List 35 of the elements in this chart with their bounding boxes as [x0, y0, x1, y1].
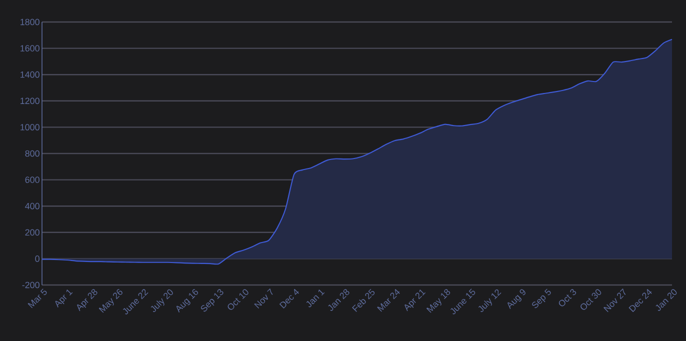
x-tick-label: July 20 [150, 289, 173, 312]
y-tick-label: 1600 [20, 45, 40, 52]
x-tick-label: July 12 [478, 289, 502, 312]
x-tick-label: Oct 30 [580, 289, 602, 310]
y-tick-label: 1000 [20, 124, 40, 130]
x-tick-label: Mar 24 [377, 288, 400, 312]
x-tick-label: Sep 13 [200, 289, 224, 312]
x-tick-label: May 18 [426, 289, 450, 313]
y-tick-label: 1800 [20, 18, 40, 26]
x-tick-label: Dec 24 [628, 288, 652, 312]
x-tick-label: Jan 1 [306, 289, 325, 308]
x-tick-label: Apr 28 [77, 289, 98, 312]
x-tick-label: Nov 27 [604, 288, 626, 312]
x-tick-label: Sep 5 [532, 288, 551, 308]
x-tick-label: Oct 10 [228, 289, 248, 310]
y-tick-label: 200 [25, 229, 40, 236]
y-tick-label: 400 [25, 202, 40, 210]
x-tick-label: Jan 20 [656, 289, 677, 311]
y-tick-label: 600 [25, 176, 40, 183]
x-tick-label: Apr 21 [404, 290, 426, 312]
y-tick-label: 800 [25, 150, 40, 157]
y-tick-label: 1400 [20, 71, 40, 78]
x-tick-label: Oct 3 [558, 289, 576, 306]
x-tick-label: Nov 7 [254, 288, 273, 309]
x-tick-label: Dec 4 [279, 288, 299, 309]
x-tick-label: Aug 16 [176, 289, 198, 313]
x-tick-label: Apr 1 [55, 289, 73, 308]
x-tick-label: Jan 28 [328, 289, 350, 311]
y-tick-label: 1200 [20, 98, 40, 104]
x-tick-label: Aug 9 [508, 289, 526, 310]
x-tick-label: Mar 5 [28, 288, 47, 308]
y-tick-label: -200 [22, 282, 40, 288]
x-tick-label: Feb 25 [352, 288, 375, 312]
y-tick-label: 0 [35, 256, 40, 262]
x-tick-label: May 26 [98, 289, 122, 313]
